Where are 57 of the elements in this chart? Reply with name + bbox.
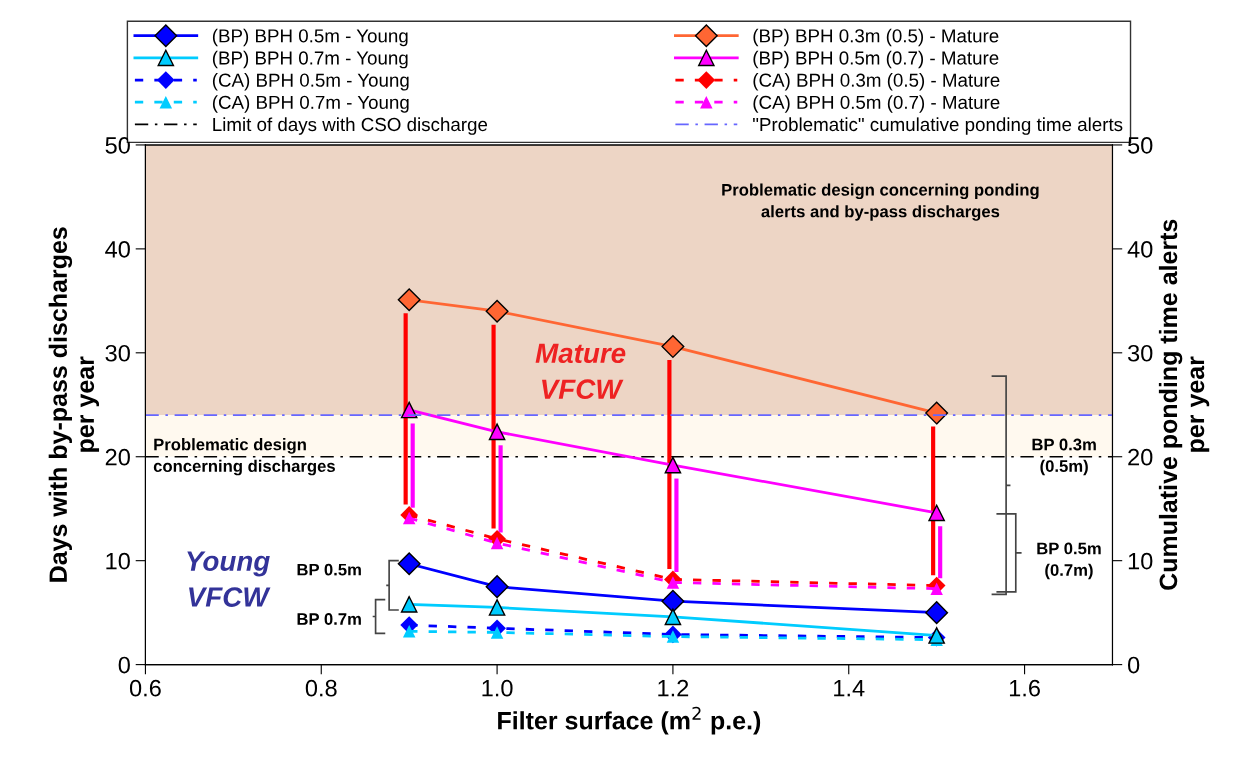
point xyxy=(490,626,504,639)
annotation: Young VFCW xyxy=(187,551,271,607)
x-tick-label: 1.2 xyxy=(658,679,689,697)
annotation: BP 0.5m (0.7m) xyxy=(1037,542,1101,580)
y2-tick-label: 20 xyxy=(1128,448,1153,466)
y2-axis-title: Cumulative ponding time alerts per year xyxy=(1158,219,1210,590)
annotation: BP 0.5m xyxy=(297,563,361,576)
annotation: Mature VFCW xyxy=(535,343,626,400)
point xyxy=(666,576,680,589)
point xyxy=(661,589,685,613)
y-axis-title: Days with by-pass discharges per year xyxy=(48,227,100,582)
point xyxy=(397,552,421,576)
x-tick-label: 0.6 xyxy=(129,679,161,697)
point xyxy=(661,335,685,359)
point xyxy=(664,608,682,626)
y-tick-label: 50 xyxy=(105,137,130,154)
legend-label: (CA) BPH 0.3m (0.5) - Mature xyxy=(753,73,1000,91)
point xyxy=(402,511,416,525)
y-tick-label: 20 xyxy=(105,448,130,466)
x-tick-label: 0.8 xyxy=(305,679,337,697)
point xyxy=(402,625,416,638)
legend-label: (BP) BPH 0.3m (0.5) - Mature xyxy=(753,28,999,47)
y2-tick-label: 10 xyxy=(1128,552,1153,570)
x-axis-title: Filter surface (m$^{2}$ p.e.) xyxy=(498,706,761,735)
point xyxy=(400,595,418,613)
y-tick-label: 10 xyxy=(106,552,130,570)
legend-label: Limit of days with CSO discharge xyxy=(213,117,488,135)
x-tick-label: 1.6 xyxy=(1009,679,1040,697)
x-tick-label: 1.4 xyxy=(834,680,865,697)
y2-tick-label: 40 xyxy=(1127,240,1153,258)
legend-label: (CA) BPH 0.5m - Young xyxy=(212,73,409,91)
legend-label: (BP) BPH 0.5m - Young xyxy=(212,28,408,47)
annotation: Problematic design concerning discharges xyxy=(153,438,335,476)
point xyxy=(928,504,945,522)
annotation: BP 0.7m xyxy=(297,613,361,625)
point xyxy=(397,288,421,312)
annotation: BP 0.3m (0.5m) xyxy=(1032,438,1096,476)
x-tick-label: 1.0 xyxy=(482,679,513,697)
y2-tick-label: 50 xyxy=(1128,137,1153,154)
y-tick-label: 30 xyxy=(105,344,130,362)
point xyxy=(925,601,949,625)
y-tick-label: 40 xyxy=(105,240,130,258)
legend-label: (BP) BPH 0.5m (0.7) - Mature xyxy=(753,50,999,69)
point xyxy=(490,536,504,550)
y2-tick-label: 30 xyxy=(1127,344,1153,362)
legend-label: "Problematic" cumulative ponding time alerts xyxy=(753,117,1123,135)
point xyxy=(488,599,506,616)
legend-label: (BP) BPH 0.7m - Young xyxy=(212,50,408,69)
point xyxy=(664,456,682,474)
point xyxy=(488,423,506,441)
y-tick-label: 0 xyxy=(118,656,130,674)
legend-label: (CA) BPH 0.5m (0.7) - Mature xyxy=(753,95,1000,113)
point xyxy=(485,575,509,599)
legend-label: (CA) BPH 0.7m - Young xyxy=(212,95,409,113)
y2-tick-label: 0 xyxy=(1127,656,1140,674)
point xyxy=(485,299,509,323)
annotation: Problematic design concerning ponding alerts and by-pass discharges xyxy=(722,183,1039,221)
